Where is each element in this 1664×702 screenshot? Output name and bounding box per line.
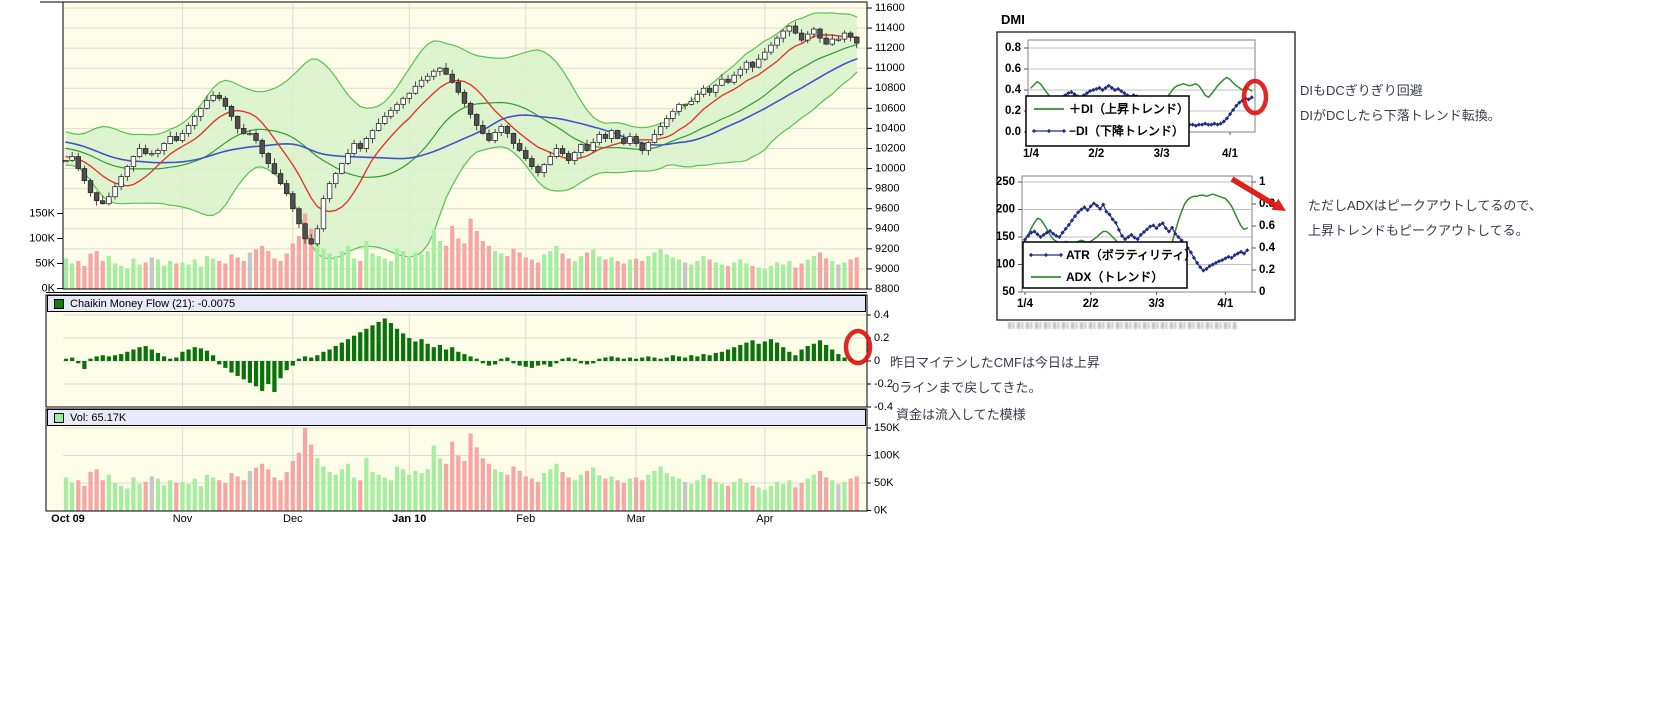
cmf-axis-label: -0.2 <box>874 378 893 390</box>
month-axis-label: Oct 09 <box>51 513 85 525</box>
dmi-upper-ytick: 0.6 <box>1005 63 1021 75</box>
dmi-chart-title: DMI <box>1001 12 1025 27</box>
cmf-axis-label: 0 <box>874 355 880 367</box>
price-axis-label: 11200 <box>875 42 905 54</box>
annotation-cmf-line2: 0ラインまで戻してきた。 <box>892 380 1042 395</box>
price-axis-label: 10600 <box>875 102 906 114</box>
atr-ytick: 100 <box>996 259 1015 271</box>
adx-ytick: 1 <box>1259 176 1266 188</box>
bollinger-lower-line <box>65 71 858 260</box>
annotation-adx-line1: ただしADXはピークアウトしてるので、 <box>1308 198 1542 213</box>
stock-chart-svg: 11600 11400 11200 11000 10800 10600 10400 10200… <box>29 1 906 525</box>
adx-ytick: 0 <box>1259 286 1265 298</box>
volume-legend-square-icon <box>54 412 64 423</box>
cmf-label: Chaikin Money Flow (21): -0.0075 <box>70 297 236 310</box>
month-axis-label: Apr <box>756 513 773 525</box>
dmi-upper-ytick: 0.0 <box>1005 126 1021 138</box>
ma-fast-line <box>65 34 858 213</box>
price-axis-label: 9800 <box>875 183 899 195</box>
adx-ytick: 0.4 <box>1259 242 1276 254</box>
price-axis-label: 10200 <box>875 142 906 154</box>
minus-di-legend-label: −DI（下降トレンド） <box>1069 123 1184 138</box>
price-axis-label: 9600 <box>875 203 899 215</box>
month-axis-label: Dec <box>283 513 303 525</box>
volume-axis-label: 100K <box>874 449 900 461</box>
plus-di-legend-label: ＋DI（上昇トレンド） <box>1069 101 1189 116</box>
month-axis-label: Jan 10 <box>392 513 426 525</box>
dmi-lower-xtick: 2/2 <box>1083 298 1099 310</box>
dmi-upper-xtick: 4/1 <box>1222 148 1239 160</box>
month-axis-label: Nov <box>173 513 193 525</box>
dmi-upper-ytick: 0.4 <box>1005 84 1022 96</box>
overlay-volume-label: 100K <box>29 232 55 244</box>
atr-ytick: 200 <box>996 204 1015 216</box>
atr-ytick: 50 <box>1002 286 1015 298</box>
dmi-upper-legend <box>1025 95 1190 147</box>
adx-ytick: 0.6 <box>1259 220 1275 232</box>
cmf-axis-label: -0.4 <box>874 401 893 413</box>
overlay-volume-label: 0K <box>42 282 56 294</box>
atr-legend-label: ATR（ボラティリティ） <box>1066 247 1196 262</box>
adx-legend-label: ADX（トレンド） <box>1066 269 1163 284</box>
cmf-axis-label: 0.4 <box>874 309 889 321</box>
dmi-upper-xtick: 3/3 <box>1154 148 1170 160</box>
price-axis-label: 9000 <box>875 263 899 275</box>
annotation-dmi-line2: DIがDCしたら下落トレンド転換。 <box>1300 108 1501 123</box>
dmi-chart-svg: 0.80.60.40.20.01/4 2/2 3/3 4/1＋DI（上昇トレンド）−D… <box>996 31 1296 321</box>
price-axis-label: 8800 <box>875 283 899 295</box>
red-circle-dmi-icon <box>1241 78 1269 116</box>
annotation-adx-line2: 上昇トレンドもピークアウトしてる。 <box>1308 223 1529 238</box>
volume-panel-header: Vol: 65.17K <box>47 409 866 426</box>
month-axis-label: Mar <box>627 513 646 525</box>
adx-ytick: 0.2 <box>1259 264 1275 276</box>
red-circle-cmf-icon <box>843 328 873 366</box>
bollinger-upper-line <box>65 12 858 136</box>
price-axis-label: 9200 <box>875 243 899 255</box>
volume-label: Vol: 65.17K <box>70 411 127 424</box>
volume-axis-label: 50K <box>874 477 894 489</box>
dmi-upper-ytick: 0.2 <box>1005 105 1021 117</box>
price-axis-label: 10800 <box>875 82 906 94</box>
dmi-lower-xtick: 3/3 <box>1148 298 1164 310</box>
atr-ytick: 250 <box>996 176 1015 188</box>
price-axis-label: 11400 <box>875 22 905 34</box>
volume-panel-bars <box>63 428 859 511</box>
dmi-lower-legend <box>1022 241 1188 289</box>
price-axis-label: 10000 <box>875 162 906 174</box>
cmf-panel-header: Chaikin Money Flow (21): -0.0075 <box>47 295 866 312</box>
overlay-volume-label: 150K <box>29 207 55 219</box>
illegible-caption <box>1008 322 1238 329</box>
month-axis-label: Feb <box>516 513 535 525</box>
overlay-volume-label: 50K <box>35 257 55 269</box>
atr-ytick: 150 <box>996 231 1015 243</box>
price-axis-label: 9400 <box>875 223 899 235</box>
bollinger-band-fill <box>66 12 857 259</box>
annotation-dmi-line1: DIもDCぎりぎり回避 <box>1300 83 1423 98</box>
ma-slow-line <box>65 58 858 164</box>
annotation-cmf-line3: 資金は流入してた模様 <box>896 407 1026 422</box>
price-axis-label: 11600 <box>875 2 905 14</box>
cmf-bars <box>63 318 859 393</box>
dmi-lower-xtick: 1/4 <box>1017 298 1034 310</box>
red-arrow-line <box>1230 176 1277 208</box>
dmi-upper-xtick: 1/4 <box>1023 148 1040 160</box>
price-axis-label: 11000 <box>875 62 905 74</box>
dmi-upper-xtick: 2/2 <box>1088 148 1104 160</box>
dmi-upper-ytick: 0.8 <box>1005 42 1022 54</box>
price-axis-label: 10400 <box>875 122 906 134</box>
ma-mid-line <box>65 43 858 178</box>
candlesticks <box>63 21 860 246</box>
volume-overlay-bars <box>63 213 859 289</box>
cmf-legend-square-icon <box>54 298 64 309</box>
volume-axis-label: 0K <box>874 504 888 516</box>
cmf-axis-label: 0.2 <box>874 332 889 344</box>
annotation-cmf-line1: 昨日マイテンしたCMFは今日は上昇 <box>890 355 1100 370</box>
volume-axis-label: 150K <box>874 422 900 434</box>
red-arrow-head-icon <box>1271 198 1286 211</box>
dmi-lower-xtick: 4/1 <box>1217 298 1234 310</box>
